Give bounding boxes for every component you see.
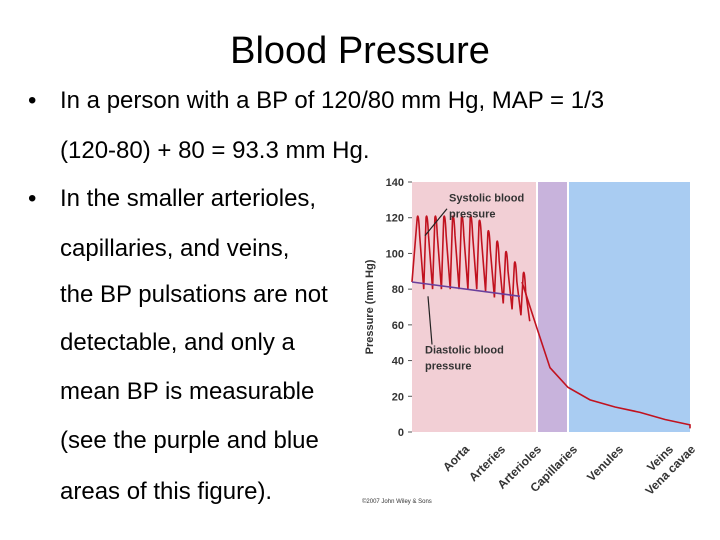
copyright-text: ©2007 John Wiley & Sons (362, 498, 432, 505)
diastolic-pointer (427, 296, 433, 345)
y-tick-label: 120 (386, 213, 404, 225)
y-tick-label: 140 (386, 177, 404, 189)
y-tick-label: 0 (398, 427, 404, 439)
bullet-2-line-2: capillaries, and veins, (60, 235, 290, 262)
systolic-label: Systolic blood (449, 193, 524, 205)
diastolic-label: Diastolic blood (425, 344, 504, 356)
pressure-decay-trace (521, 281, 691, 429)
bullet-1-line-1: In a person with a BP of 120/80 mm Hg, M… (60, 87, 605, 114)
bullet-2-line-6: (see the purple and blue (60, 427, 319, 454)
bullet-2-line-1: In the smaller arterioles, (60, 185, 317, 212)
region-band-2 (568, 182, 690, 432)
y-tick-label: 100 (386, 248, 404, 260)
mean-pressure-line (411, 281, 521, 298)
bullet-2-line-4: detectable, and only a (60, 329, 295, 356)
bullet-marker-2: • (28, 185, 37, 212)
y-tick-label: 60 (392, 320, 404, 332)
bullet-marker-1: • (28, 87, 37, 114)
region-band-0 (412, 182, 537, 432)
pulse-trace (411, 215, 531, 322)
y-tick-label: 20 (392, 391, 404, 403)
bullet-2-line-5: mean BP is measurable (60, 378, 315, 405)
bullet-2-line-3: the BP pulsations are not (60, 281, 328, 308)
x-category-label: Venules (584, 442, 626, 484)
x-category-label: Aorta (440, 442, 472, 474)
slide-title: Blood Pressure (230, 30, 490, 72)
y-axis-label: Pressure (mm Hg) (364, 259, 376, 354)
region-band-1 (537, 182, 568, 432)
systolic-pointer (424, 208, 448, 236)
y-tick-label: 40 (392, 356, 404, 368)
systolic-label-2: pressure (449, 209, 495, 221)
diastolic-label-2: pressure (425, 361, 471, 373)
bullet-2-line-7: areas of this figure). (60, 478, 273, 505)
y-tick-label: 80 (392, 284, 404, 296)
bullet-1-line-2: (120-80) + 80 = 93.3 mm Hg. (60, 137, 370, 164)
